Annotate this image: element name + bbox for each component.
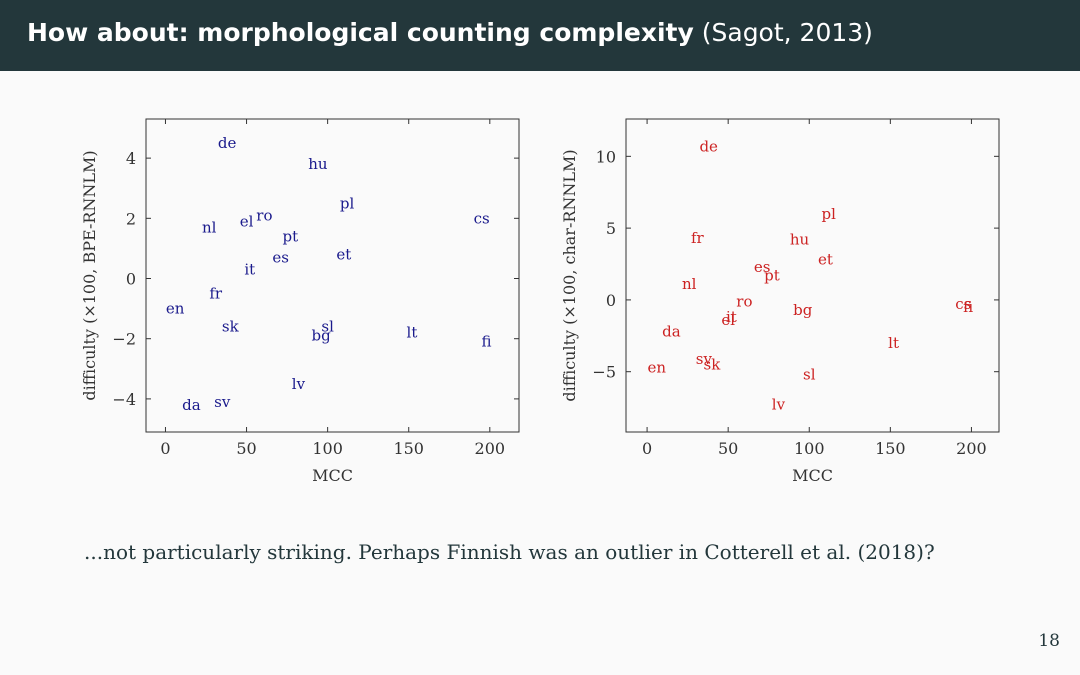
bpe-point-label: fr: [209, 285, 223, 303]
slide-caption: ...not particularly striking. Perhaps Fi…: [84, 540, 935, 564]
bpe-y-tick-label: 2: [126, 209, 136, 228]
char-y-tick-label: 0: [606, 291, 616, 310]
slide-title-main: How about: morphological counting comple…: [27, 18, 694, 47]
bpe-point-label: es: [272, 248, 289, 266]
char-point-label: cs: [955, 295, 971, 313]
bpe-x-axis-label: MCC: [312, 466, 353, 485]
bpe-y-tick-label: 4: [126, 149, 136, 168]
char-point-label: en: [648, 358, 667, 376]
bpe-x-tick-label: 150: [393, 439, 424, 458]
bpe-point-label: nl: [202, 218, 217, 236]
bpe-point-label: it: [244, 260, 255, 278]
char-point-label: lt: [888, 334, 899, 352]
char-point-label: ro: [736, 292, 752, 310]
char-point-label: sk: [704, 356, 722, 374]
char-point-label: pt: [764, 267, 780, 285]
bpe-x-tick-label: 100: [312, 439, 343, 458]
char-point-label: fi: [963, 298, 973, 316]
bpe-x-tick-label: 0: [160, 439, 170, 458]
char-point-label: nl: [682, 275, 697, 293]
bpe-point-label: fi: [482, 333, 492, 351]
bpe-point-label: el: [240, 212, 254, 230]
bpe-point-label: bg: [312, 327, 332, 345]
bpe-y-axis-label: difficulty (×100, BPE-RNNLM): [80, 150, 99, 400]
bpe-plot-frame: [145, 118, 520, 433]
bpe-point-label: pl: [340, 194, 355, 212]
bpe-point-label: en: [166, 300, 185, 318]
char-point-label: it: [726, 308, 737, 326]
bpe-x-tick-label: 50: [236, 439, 256, 458]
bpe-y-tick-label: −2: [112, 330, 136, 349]
slide-title: How about: morphological counting comple…: [27, 18, 873, 47]
char-point-label: bg: [793, 301, 813, 319]
char-point-label: hu: [790, 231, 810, 249]
char-point-label: el: [721, 311, 735, 329]
char-y-tick-label: 10: [596, 147, 616, 166]
bpe-point-label: hu: [308, 155, 328, 173]
bpe-y-tick-label: −4: [112, 390, 136, 409]
char-x-tick-label: 50: [718, 439, 738, 458]
page-number: 18: [1038, 631, 1060, 651]
char-point-label: fr: [691, 229, 705, 247]
slide-title-citation: (Sagot, 2013): [701, 18, 873, 47]
bpe-point-label: lt: [407, 324, 418, 342]
char-point-label: et: [818, 251, 833, 269]
bpe-scatter-chart: 0 50 100 150 200 −4 −2 0 2 4 MCC difficulty (×100, …: [80, 118, 520, 485]
bpe-point-label: da: [182, 396, 201, 414]
char-point-label: sl: [803, 366, 816, 384]
bpe-point-label: lv: [292, 375, 306, 393]
char-y-tick-label: −5: [592, 363, 616, 382]
char-x-axis-label: MCC: [792, 466, 833, 485]
char-x-tick-label: 200: [956, 439, 987, 458]
char-y-tick-label: 5: [606, 219, 616, 238]
bpe-point-label: cs: [474, 209, 490, 227]
bpe-y-tick-label: 0: [126, 270, 136, 289]
char-plot-frame: [625, 118, 1000, 433]
bpe-point-label: sk: [222, 318, 240, 336]
bpe-x-tick-label: 200: [475, 439, 506, 458]
char-point-label: da: [662, 322, 681, 340]
bpe-point-label: ro: [256, 206, 272, 224]
bpe-point-label: sl: [321, 318, 334, 336]
char-x-tick-label: 100: [794, 439, 825, 458]
char-point-label: de: [699, 137, 718, 155]
char-scatter-chart: 0 50 100 150 200 −5 0 5 10 MCC difficulty (×100, c…: [560, 118, 1000, 485]
char-x-tick-label: 150: [875, 439, 906, 458]
bpe-point-label: de: [218, 134, 237, 152]
bpe-point-label: sv: [214, 393, 231, 411]
char-point-label: sv: [696, 350, 713, 368]
bpe-point-label: pt: [283, 227, 299, 245]
char-x-tick-label: 0: [642, 439, 652, 458]
bpe-point-label: et: [336, 245, 351, 263]
char-point-label: es: [754, 258, 771, 276]
char-point-label: pl: [822, 205, 837, 223]
char-y-axis-label: difficulty (×100, char-RNNLM): [560, 149, 579, 401]
char-point-label: lv: [772, 396, 786, 414]
title-bar: How about: morphological counting comple…: [0, 0, 1080, 71]
